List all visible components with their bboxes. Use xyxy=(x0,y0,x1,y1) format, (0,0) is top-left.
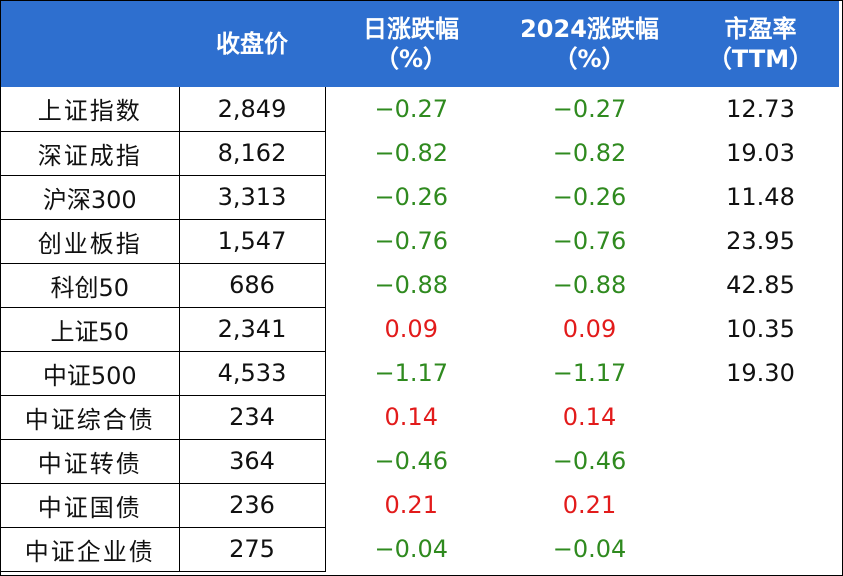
ytd-change-cell: −0.76 xyxy=(552,227,627,255)
pe-ratio-cell: 23.95 xyxy=(726,227,795,255)
daily-change-cell: −0.27 xyxy=(374,95,449,123)
close-price-cell: 236 xyxy=(179,483,326,528)
daily-change-cell: 0.09 xyxy=(384,315,438,343)
table-row: 上证50 2,341 0.09 0.09 10.35 xyxy=(1,307,839,352)
ytd-change-cell: −0.46 xyxy=(552,447,627,475)
index-name-cell: 上证50 xyxy=(1,307,180,352)
table-row: 科创50 686 −0.88 −0.88 42.85 xyxy=(1,263,839,308)
daily-change-cell: 0.21 xyxy=(384,491,438,519)
daily-change-cell: −0.76 xyxy=(374,227,449,255)
header-index-name xyxy=(1,1,179,87)
table-row: 中证企业债 275 −0.04 −0.04 xyxy=(1,527,839,572)
header-pe-ratio: 市盈率 （TTM） xyxy=(707,15,814,73)
daily-change-cell: −0.82 xyxy=(374,139,449,167)
daily-change-cell: −1.17 xyxy=(374,359,449,387)
close-price-cell: 2,341 xyxy=(179,307,326,352)
ytd-change-cell: −0.27 xyxy=(552,95,627,123)
index-name-cell: 中证企业债 xyxy=(1,527,180,572)
pe-ratio-cell: 19.30 xyxy=(726,359,795,387)
index-name-cell: 中证500 xyxy=(1,351,180,396)
pe-ratio-cell: 12.73 xyxy=(726,95,795,123)
table-row: 沪深300 3,313 −0.26 −0.26 11.48 xyxy=(1,175,839,220)
ytd-change-cell: −0.26 xyxy=(552,183,627,211)
daily-change-cell: −0.46 xyxy=(374,447,449,475)
index-name-cell: 创业板指 xyxy=(1,219,180,264)
daily-change-cell: −0.04 xyxy=(374,535,449,563)
table-row: 深证成指 8,162 −0.82 −0.82 19.03 xyxy=(1,131,839,176)
table-row: 中证综合债 234 0.14 0.14 xyxy=(1,395,839,440)
pe-ratio-cell xyxy=(682,439,839,483)
index-name-cell: 中证转债 xyxy=(1,439,180,484)
pe-ratio-cell: 42.85 xyxy=(726,271,795,299)
ytd-change-cell: 0.21 xyxy=(562,491,617,519)
close-price-cell: 8,162 xyxy=(179,131,326,176)
ytd-change-cell: 0.09 xyxy=(562,315,617,343)
index-name-cell: 深证成指 xyxy=(1,131,180,176)
close-price-cell: 3,313 xyxy=(179,175,326,220)
table-row: 中证500 4,533 −1.17 −1.17 19.30 xyxy=(1,351,839,396)
header-row: 收盘价 日涨跌幅 （%） 2024涨跌幅 （%） 市盈率 （TTM） xyxy=(1,1,839,87)
pe-ratio-cell xyxy=(682,527,839,571)
table-row: 中证转债 364 −0.46 −0.46 xyxy=(1,439,839,484)
close-price-cell: 364 xyxy=(179,439,326,484)
daily-change-cell: 0.14 xyxy=(384,403,438,431)
ytd-change-cell: 0.14 xyxy=(562,403,617,431)
header-close-price: 收盘价 xyxy=(216,30,288,58)
header-daily-change: 日涨跌幅 （%） xyxy=(363,15,459,73)
close-price-cell: 275 xyxy=(179,527,326,572)
close-price-cell: 2,849 xyxy=(179,87,326,132)
pe-ratio-cell: 10.35 xyxy=(726,315,795,343)
table-row: 创业板指 1,547 −0.76 −0.76 23.95 xyxy=(1,219,839,264)
pe-ratio-cell: 19.03 xyxy=(726,139,795,167)
index-name-cell: 科创50 xyxy=(1,263,180,308)
header-ytd-change: 2024涨跌幅 （%） xyxy=(520,15,659,73)
ytd-change-cell: −0.04 xyxy=(552,535,627,563)
table-row: 上证指数 2,849 −0.27 −0.27 12.73 xyxy=(1,87,839,132)
daily-change-cell: −0.88 xyxy=(374,271,449,299)
index-name-cell: 上证指数 xyxy=(1,87,180,132)
index-name-cell: 沪深300 xyxy=(1,175,180,220)
ytd-change-cell: −0.82 xyxy=(552,139,627,167)
pe-ratio-cell: 11.48 xyxy=(726,183,795,211)
table-row: 中证国债 236 0.21 0.21 xyxy=(1,483,839,528)
pe-ratio-cell xyxy=(682,395,839,439)
pe-ratio-cell xyxy=(682,483,839,527)
ytd-change-cell: −0.88 xyxy=(552,271,627,299)
ytd-change-cell: −1.17 xyxy=(552,359,627,387)
index-name-cell: 中证综合债 xyxy=(1,395,180,440)
close-price-cell: 4,533 xyxy=(179,351,326,396)
index-name-cell: 中证国债 xyxy=(1,483,180,528)
close-price-cell: 1,547 xyxy=(179,219,326,264)
daily-change-cell: −0.26 xyxy=(374,183,449,211)
close-price-cell: 686 xyxy=(179,263,326,308)
close-price-cell: 234 xyxy=(179,395,326,440)
